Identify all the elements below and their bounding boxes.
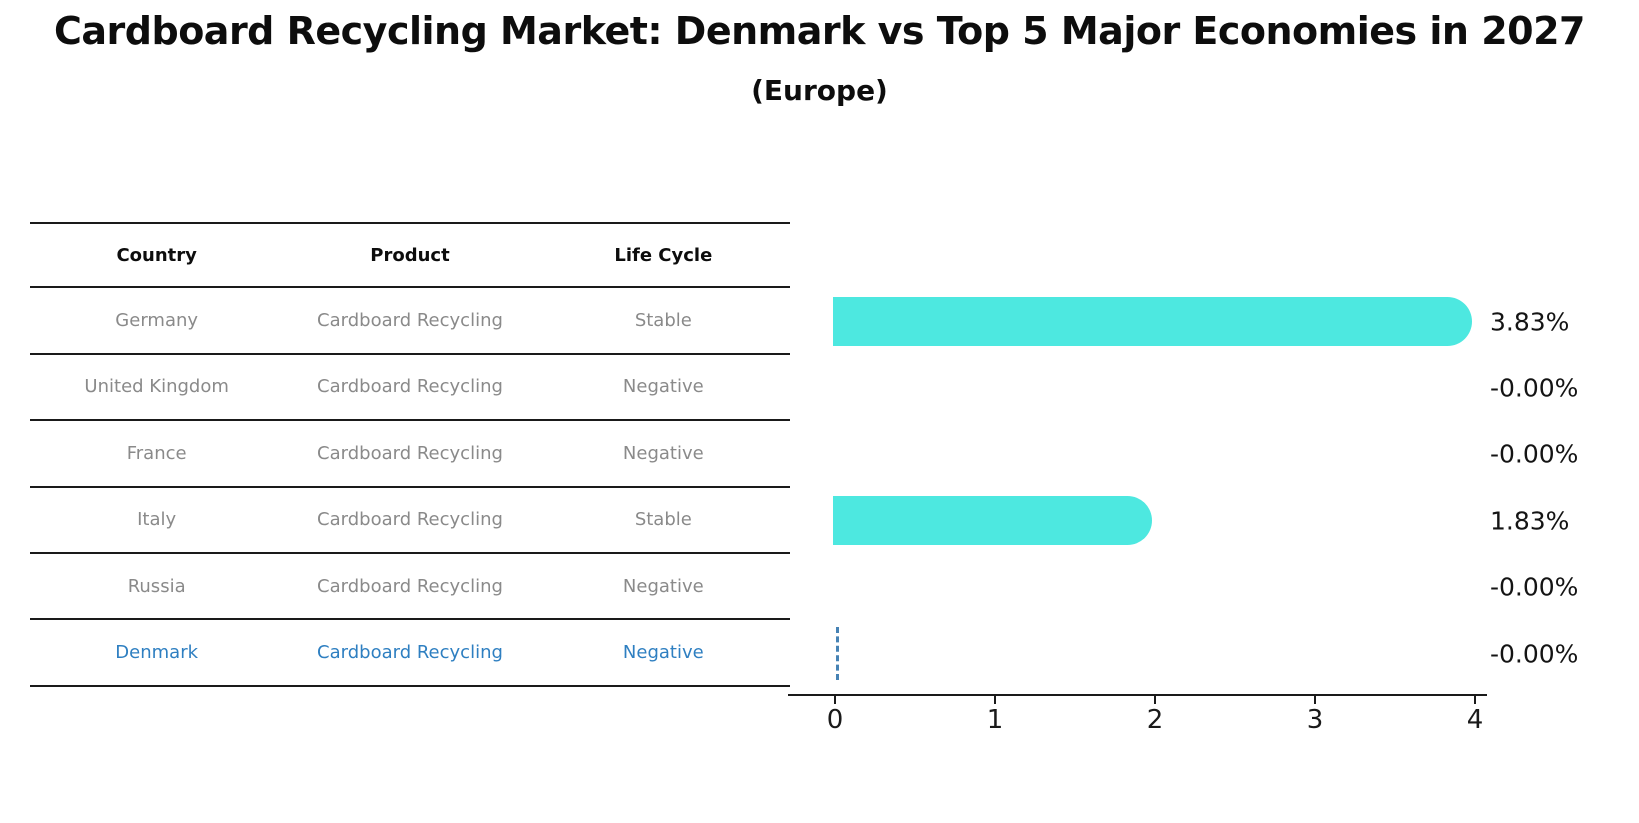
x-axis-tick-1: [994, 696, 996, 704]
x-axis-tick-0: [834, 696, 836, 704]
x-axis-tick-4: [1474, 696, 1476, 704]
life-cycle-cell: Negative: [622, 642, 704, 664]
value-label-russia: -0.00%: [1490, 572, 1579, 602]
zero-dashed-marker-denmark: [836, 627, 839, 681]
country-cell: United Kingdom: [84, 376, 229, 398]
table-row-united-kingdom: United Kingdom Cardboard Recycling Negativ…: [30, 355, 790, 422]
table-row-russia: Russia Cardboard Recycling Negative: [30, 554, 790, 621]
table-row-germany: Germany Cardboard Recycling Stable: [30, 288, 790, 355]
product-cell: Cardboard Recycling: [317, 310, 503, 332]
x-axis-line: [788, 694, 1487, 696]
product-cell: Cardboard Recycling: [317, 575, 503, 597]
value-label-france: -0.00%: [1490, 439, 1579, 469]
value-label-united-kingdom: -0.00%: [1490, 373, 1579, 403]
x-axis-tick-2: [1154, 696, 1156, 704]
country-cell: Germany: [115, 310, 199, 332]
value-label-italy: 1.83%: [1490, 506, 1570, 536]
country-cell: France: [126, 442, 187, 464]
x-axis-tick-label-2: 2: [1146, 705, 1164, 735]
x-axis-tick-label-0: 0: [826, 705, 844, 735]
product-cell: Cardboard Recycling: [317, 642, 503, 664]
product-cell: Cardboard Recycling: [317, 442, 503, 464]
x-axis-tick-3: [1314, 696, 1316, 704]
chart-subtitle: (Europe): [751, 74, 888, 107]
life-cycle-cell: Stable: [634, 310, 692, 332]
bar-germany: [833, 297, 1472, 347]
column-header-life-cycle: Life Cycle: [614, 244, 713, 266]
country-cell: Denmark: [115, 642, 199, 664]
column-header-country: Country: [116, 244, 197, 266]
value-label-denmark: -0.00%: [1490, 639, 1579, 669]
product-cell: Cardboard Recycling: [317, 509, 503, 531]
life-cycle-cell: Negative: [622, 376, 704, 398]
country-cell: Russia: [127, 575, 186, 597]
chart-title: Cardboard Recycling Market: Denmark vs T…: [54, 9, 1585, 53]
life-cycle-cell: Negative: [622, 442, 704, 464]
value-label-germany: 3.83%: [1490, 307, 1570, 337]
country-table: Country Product Life Cycle Germany Cardbo…: [30, 222, 790, 687]
table-header-row: Country Product Life Cycle: [30, 222, 790, 289]
table-body: Germany Cardboard Recycling Stable United K…: [30, 288, 790, 687]
column-header-product: Product: [370, 244, 450, 266]
life-cycle-cell: Negative: [622, 575, 704, 597]
table-row-france: France Cardboard Recycling Negative: [30, 421, 790, 488]
product-cell: Cardboard Recycling: [317, 376, 503, 398]
country-cell: Italy: [137, 509, 177, 531]
x-axis-tick-label-3: 3: [1306, 705, 1324, 735]
table-row-denmark: Denmark Cardboard Recycling Negative: [30, 620, 790, 687]
x-axis-tick-label-4: 4: [1466, 705, 1484, 735]
x-axis-tick-label-1: 1: [986, 705, 1004, 735]
table-row-italy: Italy Cardboard Recycling Stable: [30, 488, 790, 554]
bar-italy: [833, 496, 1152, 546]
life-cycle-cell: Stable: [634, 509, 692, 531]
